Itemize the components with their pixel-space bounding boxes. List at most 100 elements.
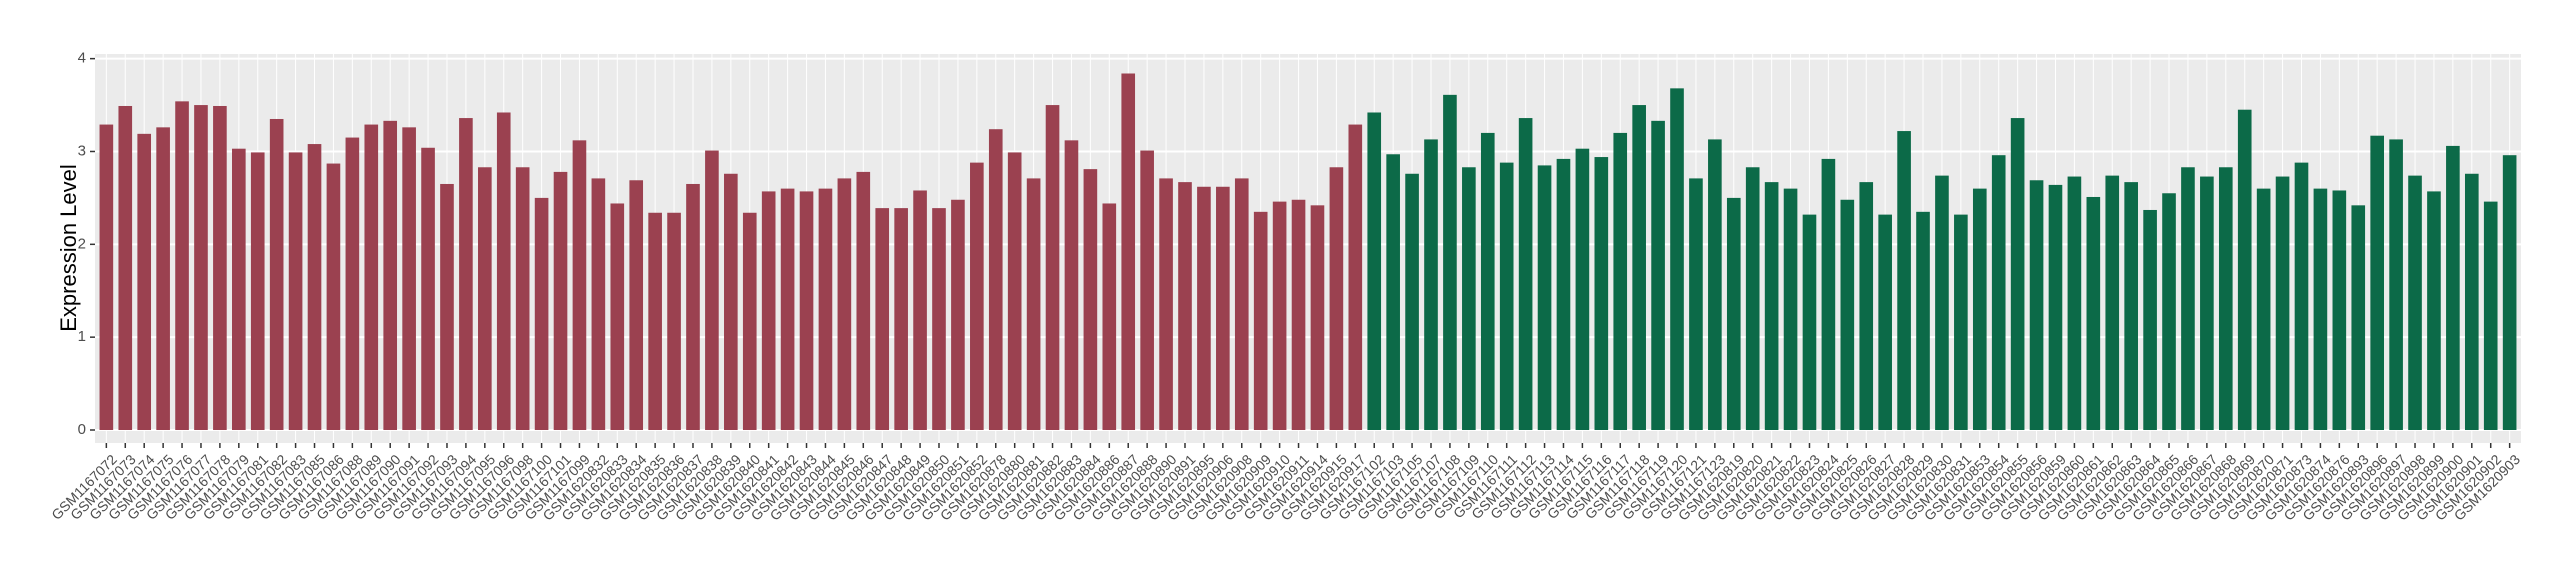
bar: [2502, 155, 2517, 431]
bar: [1499, 162, 1514, 431]
bar: [705, 150, 719, 431]
bar: [2294, 162, 2309, 431]
bar: [724, 173, 738, 431]
y-tick-label: 3: [78, 142, 86, 159]
bar: [553, 171, 568, 431]
bar: [2464, 173, 2479, 431]
bar: [1064, 140, 1079, 431]
bar: [307, 144, 322, 431]
bar: [99, 124, 114, 431]
bar: [1575, 148, 1590, 431]
bar: [1726, 197, 1741, 431]
bar: [1178, 182, 1192, 431]
bar: [799, 191, 814, 431]
bar: [175, 101, 189, 431]
bar: [1462, 167, 1476, 431]
bar: [667, 212, 681, 431]
bar: [2124, 182, 2138, 431]
bar: [2029, 180, 2044, 431]
bar: [1651, 120, 1665, 431]
bar: [2313, 188, 2328, 431]
bar: [913, 190, 927, 431]
bar: [478, 167, 492, 431]
bar: [1045, 105, 1060, 431]
bar: [288, 152, 303, 431]
bar: [1121, 73, 1136, 431]
bar: [1480, 132, 1495, 431]
bar: [2010, 118, 2025, 431]
bar: [1102, 203, 1117, 431]
bar: [1954, 214, 1968, 431]
bar: [232, 148, 246, 431]
bar: [1007, 152, 1022, 431]
bar: [2408, 175, 2422, 431]
bar: [591, 178, 606, 431]
bar: [572, 140, 587, 431]
bar: [780, 188, 795, 431]
bar: [1802, 214, 1817, 431]
bar: [534, 197, 549, 431]
bar: [1518, 118, 1533, 431]
bar: [894, 208, 908, 431]
bar: [1689, 178, 1703, 431]
bar: [1613, 132, 1628, 431]
bar: [2162, 193, 2176, 431]
bar: [2067, 176, 2082, 431]
bar: [2446, 145, 2460, 431]
bar: [1972, 188, 1987, 431]
bar: [1443, 94, 1457, 431]
bar: [440, 183, 454, 431]
bar: [1083, 169, 1098, 431]
bar: [2427, 191, 2441, 431]
bar: [951, 199, 965, 431]
bar: [269, 118, 284, 431]
y-tick-label: 2: [78, 235, 86, 252]
bar: [1386, 154, 1400, 431]
bar: [326, 163, 341, 431]
y-axis-title: Expression Level: [56, 164, 81, 332]
bar: [1935, 175, 1949, 431]
bar: [1670, 88, 1684, 431]
bar: [988, 129, 1003, 431]
bar: [686, 183, 700, 431]
bar: [1821, 158, 1836, 431]
bar: [1764, 182, 1779, 431]
bar: [1991, 155, 2006, 431]
bar: [1216, 186, 1230, 431]
bar: [970, 162, 984, 431]
bar: [515, 167, 530, 431]
bar: [1840, 199, 1855, 431]
bar: [1367, 112, 1382, 431]
bar: [1859, 182, 1874, 431]
bar: [250, 152, 265, 431]
bar: [1253, 211, 1268, 431]
bar: [2483, 201, 2498, 431]
bar: [383, 120, 398, 431]
bar: [194, 105, 208, 431]
bar: [2105, 175, 2120, 431]
bar: [837, 178, 852, 431]
plot-background: [95, 54, 2521, 443]
bar: [1197, 186, 1211, 431]
bar: [1329, 167, 1344, 431]
bar: [1291, 199, 1306, 431]
bar: [1556, 158, 1571, 431]
bar: [402, 127, 416, 431]
y-tick-label: 1: [78, 328, 86, 345]
bar: [818, 188, 833, 431]
bar: [213, 105, 227, 431]
bar: [2086, 196, 2101, 431]
bar: [932, 208, 946, 431]
bar: [1897, 131, 1911, 431]
bar: [2275, 176, 2290, 431]
bar: [2256, 188, 2271, 431]
bar: [1537, 165, 1552, 431]
bar: [156, 127, 170, 431]
bar: [421, 147, 435, 431]
bar: [1783, 188, 1798, 431]
bar: [1424, 139, 1438, 431]
bar: [137, 133, 152, 431]
bar: [1140, 150, 1154, 431]
